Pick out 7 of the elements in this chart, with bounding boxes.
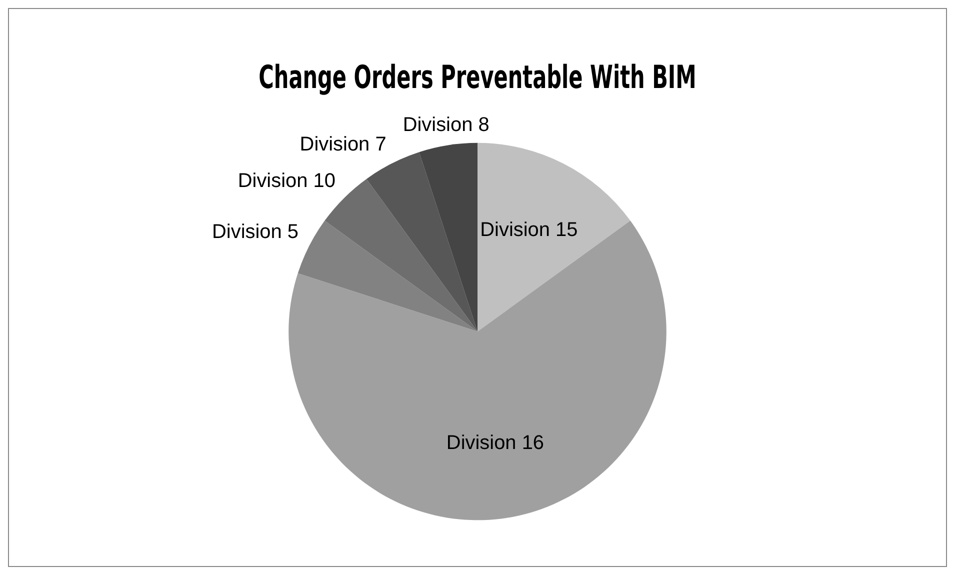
slice-label: Division 8	[402, 114, 490, 136]
slice-label: Division 7	[300, 133, 386, 156]
slice-label: Division 10	[238, 170, 336, 192]
slice-label: Division 5	[212, 221, 299, 243]
chart-title: Change Orders Preventable With BIM	[258, 60, 696, 97]
slice-label: Division 15	[480, 219, 578, 242]
slice-label: Division 16	[446, 432, 544, 454]
